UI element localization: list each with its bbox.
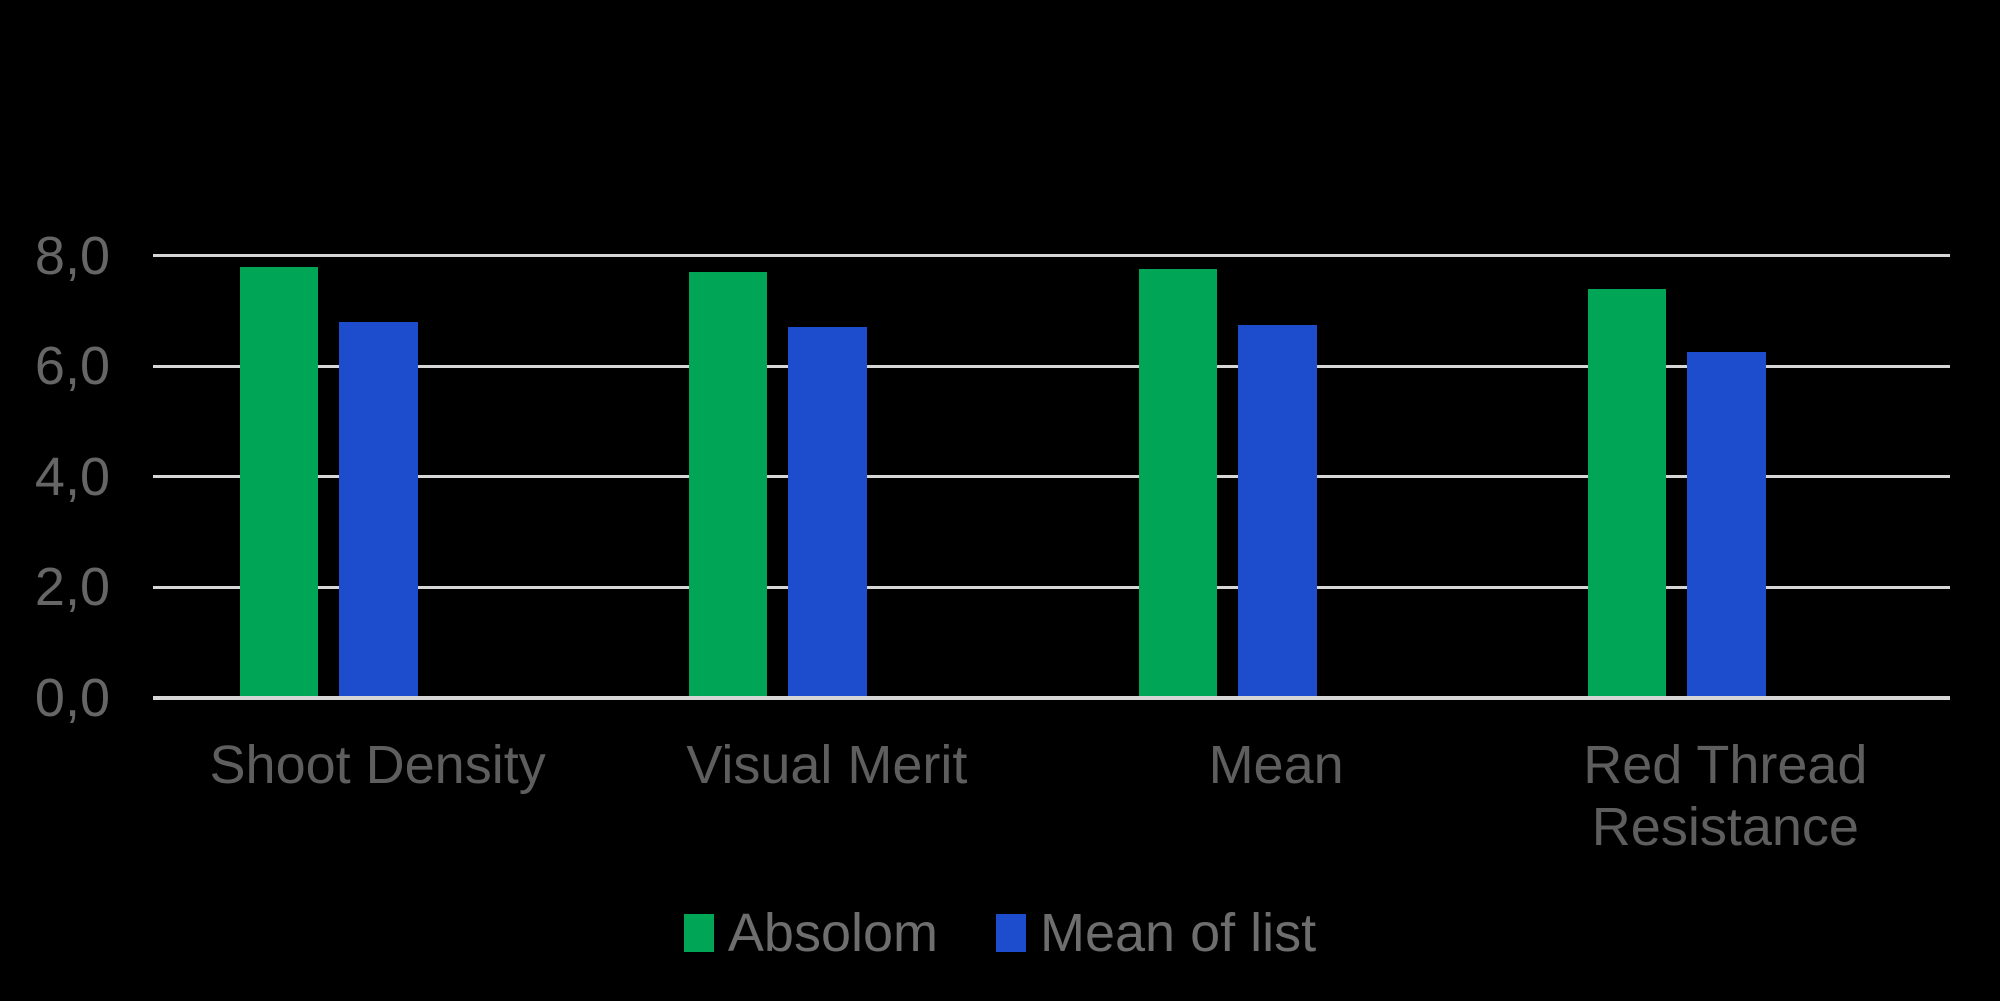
y-axis-tick-label: 8,0 [34,225,110,286]
gridline [153,585,1950,589]
legend-item-mean-of-list: Mean of list [995,901,1317,965]
category-label-visual-merit: Visual Merit [686,735,968,795]
legend-swatch-absolom [683,914,714,952]
legend-label: Mean of list [1039,903,1317,963]
bar-mean-of-list-visual-merit [788,327,868,698]
legend-item-absolom: Absolom [683,901,938,965]
category-label-red-thread-resistance: Red Thread Resistance [1583,735,1868,857]
y-axis-tick-label: 4,0 [34,446,110,507]
category-label-mean: Mean [1208,735,1344,795]
y-axis-tick-label: 6,0 [34,336,110,396]
gridline [153,254,1950,257]
y-axis-tick-label: 0,0 [34,667,110,728]
bar-absolom-red-thread-resistance [1587,288,1666,698]
y-axis-tick-label: 2,0 [34,557,110,617]
gridline [153,475,1950,478]
bar-mean-of-list-shoot-density [339,321,418,698]
bar-absolom-shoot-density [240,266,318,698]
legend: Absolom Mean of list [0,898,2000,968]
legend-swatch-mean-of-list [995,914,1026,952]
x-axis-baseline [153,695,1950,700]
bar-absolom-visual-merit [689,272,768,698]
bar-absolom-mean [1138,269,1217,698]
bar-mean-of-list-mean [1237,324,1317,698]
bar-mean-of-list-red-thread-resistance [1686,352,1766,698]
legend-label: Absolom [727,903,938,963]
category-label-shoot-density: Shoot Density [209,735,546,795]
gridline [153,364,1950,368]
